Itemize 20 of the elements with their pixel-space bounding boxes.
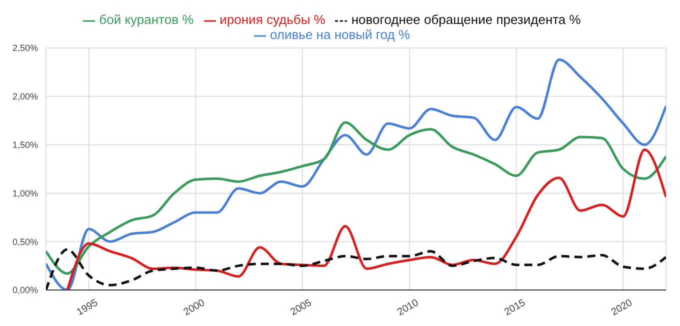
x-tick-label: 2020 [610,297,635,318]
y-tick-label: 0,50% [12,236,38,247]
legend-label: оливье на новый год % [270,27,410,42]
x-tick-label: 2015 [502,297,528,318]
x-tick-label: 2005 [288,297,314,318]
x-tick-label: 2010 [396,297,421,318]
y-tick-label: 0,00% [12,285,38,296]
y-tick-label: 1,00% [12,188,38,198]
y-tick-label: 1,50% [12,140,38,150]
y-tick-label: 2,50% [12,43,38,54]
legend-label: ирония судьбы % [220,12,326,27]
x-tick-label: 2000 [182,297,208,318]
legend-label: бой курантов % [99,12,194,27]
legend-label: новогоднее обращение президента % [351,12,581,27]
line-series [46,248,666,290]
line-series [46,121,666,275]
line-series [66,148,666,290]
line-series [46,58,666,290]
x-tick-label: 1995 [75,297,100,318]
y-tick-label: 2,00% [12,92,38,102]
